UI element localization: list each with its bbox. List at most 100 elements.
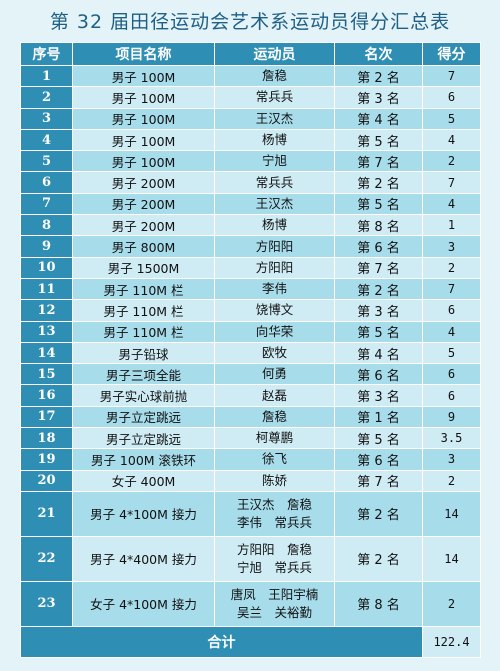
athlete-cell: 杨博 — [214, 128, 335, 152]
rank: 第 2 名 — [334, 535, 423, 582]
athlete-cell: 唐凤 王阳宇楠 吴兰 关裕勤 — [214, 580, 335, 627]
score: 3.5 — [422, 427, 481, 450]
score: 6 — [422, 86, 481, 109]
athlete-name: 唐凤 王阳宇楠 — [230, 586, 319, 602]
event-name: 男子 110M 栏 — [72, 320, 215, 343]
rank: 第 4 名 — [334, 341, 423, 365]
athlete-cell: 宁旭 — [214, 150, 335, 173]
athlete-name: 詹稳 — [261, 68, 287, 84]
athlete-cell: 常兵兵 — [214, 86, 335, 109]
athlete-cell: 方阳阳 — [214, 235, 335, 258]
event-name: 男子 110M 栏 — [72, 299, 215, 322]
event-name: 男子 4*400M 接力 — [72, 535, 215, 582]
athlete-cell: 柯尊鹏 — [214, 427, 335, 450]
athlete-cell: 陈娇 — [214, 469, 335, 492]
rank: 第 1 名 — [334, 405, 423, 429]
athlete-name: 杨博 — [261, 217, 287, 233]
score: 9 — [422, 405, 481, 429]
rank: 第 6 名 — [334, 235, 423, 258]
row-number: 11 — [20, 277, 73, 301]
score: 6 — [422, 299, 481, 322]
header-athlete: 运动员 — [214, 42, 335, 66]
athlete-name: 王汉杰 詹稳 — [236, 496, 312, 512]
event-name: 男子 100M — [72, 128, 215, 152]
rank: 第 8 名 — [334, 580, 423, 627]
athlete-cell: 方阳阳 — [214, 256, 335, 279]
row-number: 19 — [20, 448, 73, 471]
score: 14 — [422, 490, 481, 537]
row-number: 13 — [20, 320, 73, 343]
rank: 第 6 名 — [334, 448, 423, 471]
athlete-name: 饶博文 — [255, 302, 294, 318]
athlete-name: 李伟 — [261, 281, 287, 297]
row-number: 8 — [20, 214, 73, 237]
rank: 第 7 名 — [334, 469, 423, 492]
event-name: 男子 1500M — [72, 256, 215, 279]
event-name: 男子 100M — [72, 64, 215, 88]
row-number: 7 — [20, 192, 73, 216]
score: 2 — [422, 256, 481, 279]
rank: 第 7 名 — [334, 256, 423, 279]
row-number: 21 — [20, 490, 73, 537]
score: 7 — [422, 277, 481, 301]
rank: 第 5 名 — [334, 320, 423, 343]
athlete-name: 王汉杰 — [255, 195, 294, 211]
row-number: 9 — [20, 235, 73, 258]
score: 4 — [422, 128, 481, 152]
row-number: 2 — [20, 86, 73, 109]
athlete-name: 詹稳 — [261, 408, 287, 424]
score: 7 — [422, 171, 481, 194]
athlete-cell: 詹稳 — [214, 64, 335, 88]
page-title: 第 32 届田径运动会艺术系运动员得分汇总表 — [49, 11, 451, 33]
athlete-cell: 赵磊 — [214, 384, 335, 407]
event-name: 男子 4*100M 接力 — [72, 490, 215, 537]
total-label: 合计 — [20, 625, 423, 658]
score: 2 — [422, 580, 481, 627]
athlete-name: 常兵兵 — [255, 89, 294, 105]
header-no: 序号 — [20, 42, 73, 66]
athlete-name: 欧牧 — [261, 345, 287, 360]
score: 6 — [422, 363, 481, 386]
event-name: 男子实心球前抛 — [72, 384, 215, 407]
athlete-name: 何勇 — [261, 366, 287, 382]
athlete-cell: 何勇 — [214, 363, 335, 386]
row-number: 14 — [20, 341, 73, 365]
athlete-cell: 王汉杰 — [214, 192, 335, 216]
event-name: 男子 200M — [72, 192, 215, 216]
score: 2 — [422, 469, 481, 492]
athlete-name: 王汉杰 — [255, 110, 294, 126]
score: 3 — [422, 235, 481, 258]
row-number: 23 — [20, 580, 73, 627]
score: 3 — [422, 448, 481, 471]
event-name: 男子立定跳远 — [72, 427, 215, 450]
athlete-name: 常兵兵 — [255, 174, 294, 190]
athlete-cell: 王汉杰 — [214, 107, 335, 130]
athlete-cell: 欧牧 — [214, 341, 335, 365]
athlete-name: 方阳阳 — [255, 238, 294, 254]
score: 5 — [422, 341, 481, 365]
athlete-name: 吴兰 关裕勤 — [236, 604, 312, 620]
table-body: 1 男子 100M 詹稳第 2 名 7 2 男子 100M 常兵兵第 3 名 6 3 男子 100… — [20, 64, 481, 627]
row-number: 4 — [20, 128, 73, 152]
total-row: 合计 122.4 — [20, 625, 481, 658]
rank: 第 4 名 — [334, 107, 423, 130]
rank: 第 3 名 — [334, 384, 423, 407]
table-row: 22 男子 4*400M 接力 方阳阳 詹稳 宁旭 常兵兵第 2 名 14 — [20, 535, 481, 582]
athlete-cell: 杨博 — [214, 214, 335, 237]
rank: 第 3 名 — [334, 299, 423, 322]
